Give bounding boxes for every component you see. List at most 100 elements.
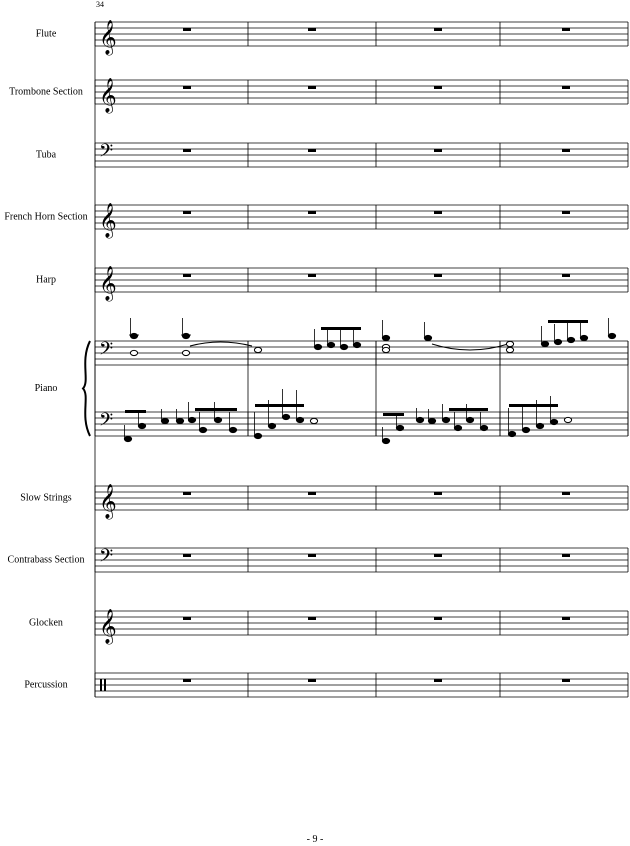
- page-number: - 9 -: [307, 834, 324, 845]
- whole-rest: [562, 492, 570, 495]
- whole-rest: [308, 28, 316, 31]
- staff-label: Piano: [35, 383, 58, 394]
- staff-label: Percussion: [24, 679, 67, 690]
- staff-label: French Horn Section: [4, 211, 87, 222]
- bass-clef: 𝄢: [99, 141, 113, 166]
- whole-rest: [434, 554, 442, 557]
- whole-rest: [308, 274, 316, 277]
- treble-clef: 𝄞: [99, 484, 117, 520]
- whole-rest: [562, 617, 570, 620]
- staff-label: Contrabass Section: [8, 554, 85, 565]
- whole-rest: [183, 492, 191, 495]
- whole-rest: [183, 149, 191, 152]
- staff-label: Flute: [36, 28, 57, 39]
- note-head: [253, 432, 263, 440]
- treble-clef: 𝄞: [99, 78, 117, 114]
- whole-rest: [308, 86, 316, 89]
- note-head: [160, 417, 170, 425]
- tie: [431, 343, 509, 351]
- tie: [189, 341, 253, 347]
- treble-clef: 𝄞: [99, 203, 117, 239]
- whole-rest: [183, 274, 191, 277]
- whole-rest: [562, 28, 570, 31]
- note-head: [381, 346, 391, 354]
- staff-label: Glocken: [29, 617, 63, 628]
- whole-rest: [308, 679, 316, 682]
- note-head: [505, 346, 515, 354]
- note-head: [339, 343, 349, 351]
- note-head: [549, 418, 559, 426]
- brace: [81, 340, 91, 437]
- whole-rest: [183, 28, 191, 31]
- note-head: [540, 340, 550, 348]
- staff-label: Trombone Section: [9, 86, 83, 97]
- note-head: [187, 416, 197, 424]
- whole-rest: [562, 554, 570, 557]
- note-head: [381, 334, 391, 342]
- beam: [548, 320, 588, 323]
- note-head: [175, 417, 185, 425]
- note-head: [267, 422, 277, 430]
- beam: [449, 408, 488, 411]
- whole-rest: [308, 211, 316, 214]
- note-head: [415, 416, 425, 424]
- whole-rest: [308, 554, 316, 557]
- beam: [509, 404, 558, 407]
- whole-rest: [434, 28, 442, 31]
- note-head: [129, 332, 139, 340]
- beam: [321, 327, 361, 330]
- whole-rest: [562, 274, 570, 277]
- note-head: [465, 416, 475, 424]
- percussion-clef: [100, 679, 102, 691]
- measure-number: 34: [96, 0, 104, 9]
- whole-rest: [434, 679, 442, 682]
- note-head: [553, 338, 563, 346]
- note-head: [129, 349, 139, 357]
- note-head: [181, 332, 191, 340]
- whole-rest: [434, 617, 442, 620]
- whole-rest: [562, 86, 570, 89]
- bass-clef: 𝄢: [99, 410, 113, 435]
- whole-rest: [562, 211, 570, 214]
- note-head: [213, 416, 223, 424]
- note-head: [395, 424, 405, 432]
- staff-label: Tuba: [36, 149, 57, 160]
- whole-rest: [308, 492, 316, 495]
- whole-rest: [434, 211, 442, 214]
- note-head: [579, 334, 589, 342]
- staff-label: Slow Strings: [20, 492, 72, 503]
- note-head: [228, 426, 238, 434]
- note-head: [423, 334, 433, 342]
- note-head: [381, 437, 391, 445]
- beam: [255, 404, 304, 407]
- note-head: [535, 422, 545, 430]
- note-head: [479, 424, 489, 432]
- note-head: [427, 417, 437, 425]
- note-head: [326, 341, 336, 349]
- whole-rest: [434, 274, 442, 277]
- bass-clef: 𝄢: [99, 339, 113, 364]
- note-head: [281, 413, 291, 421]
- whole-rest: [183, 86, 191, 89]
- whole-rest: [562, 679, 570, 682]
- note-head: [453, 424, 463, 432]
- note-head: [181, 349, 191, 357]
- note-head: [352, 341, 362, 349]
- note-head: [123, 435, 133, 443]
- beam: [383, 413, 404, 416]
- beam: [125, 410, 146, 413]
- staff-label: Harp: [36, 274, 56, 285]
- whole-rest: [183, 617, 191, 620]
- percussion-clef: [104, 679, 106, 691]
- treble-clef: 𝄞: [99, 266, 117, 302]
- note-head: [566, 336, 576, 344]
- whole-rest: [434, 149, 442, 152]
- whole-rest: [434, 86, 442, 89]
- note-head: [295, 416, 305, 424]
- bass-clef: 𝄢: [99, 546, 113, 571]
- whole-rest: [434, 492, 442, 495]
- note-head: [309, 417, 319, 425]
- whole-rest: [183, 554, 191, 557]
- note-head: [507, 430, 517, 438]
